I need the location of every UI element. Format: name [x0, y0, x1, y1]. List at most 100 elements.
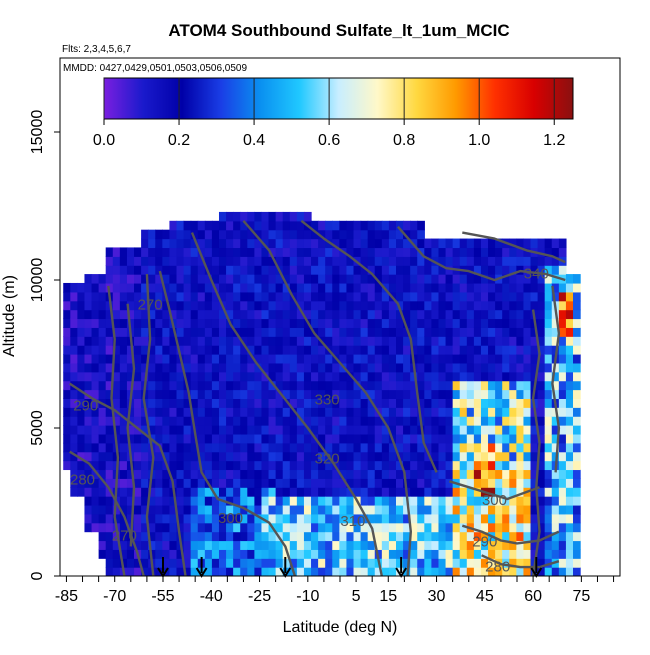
heatmap-cell	[473, 389, 482, 399]
heatmap-cell	[367, 558, 376, 568]
heatmap-cell	[126, 433, 135, 444]
heatmap-cell	[374, 487, 383, 497]
heatmap-cell	[226, 504, 234, 515]
heatmap-cell	[565, 540, 574, 550]
heatmap-cell	[381, 549, 390, 559]
heatmap-cell	[346, 540, 355, 550]
heatmap-cell	[332, 496, 340, 506]
heatmap-cell	[367, 451, 376, 462]
heatmap-cell	[70, 309, 78, 320]
heatmap-cell	[162, 558, 171, 568]
heatmap-cell	[254, 362, 263, 373]
heatmap-cell	[197, 540, 206, 550]
heatmap-cell	[268, 558, 277, 568]
heatmap-cell	[134, 354, 142, 364]
heatmap-cell	[367, 318, 376, 328]
heatmap-cell	[190, 496, 199, 506]
heatmap-cell	[282, 540, 291, 550]
heatmap-cell	[105, 442, 114, 453]
heatmap-cell	[346, 558, 355, 568]
heatmap-cell	[183, 558, 192, 568]
heatmap-cell	[311, 513, 319, 524]
heatmap-cell	[551, 371, 560, 382]
heatmap-cell	[367, 496, 376, 506]
heatmap-cell	[480, 274, 489, 284]
heatmap-cell	[530, 549, 539, 559]
x-axis: -85 -70 -55 -40 -25 -10 5 15 30 45 60 75	[55, 576, 615, 605]
heatmap-cell	[332, 425, 340, 435]
heatmap-cell	[254, 425, 263, 435]
heatmap-cell	[360, 309, 369, 320]
heatmap-cell	[197, 425, 206, 435]
heatmap-cell	[495, 362, 503, 373]
heatmap-cell	[473, 256, 482, 266]
heatmap-cell	[176, 469, 185, 479]
heatmap-cell	[396, 247, 404, 257]
heatmap-cell	[148, 425, 156, 435]
heatmap-cell	[190, 567, 199, 576]
heatmap-cell	[98, 496, 107, 506]
heatmap-cell	[63, 336, 71, 346]
heatmap-cell	[438, 300, 447, 311]
heatmap-cell	[516, 460, 525, 471]
heatmap-cell	[325, 274, 333, 284]
heatmap-cell	[480, 513, 489, 524]
heatmap-cell	[275, 433, 284, 444]
heatmap-cell	[410, 416, 418, 426]
heatmap-cell	[119, 389, 128, 399]
heatmap-cell	[360, 416, 369, 426]
heatmap-cell	[558, 496, 567, 506]
heatmap-cell	[332, 282, 340, 293]
heatmap-cell	[261, 309, 270, 320]
heatmap-cell	[119, 336, 128, 346]
heatmap-cell	[190, 389, 199, 399]
heatmap-cell	[91, 460, 100, 471]
heatmap-cell	[360, 469, 369, 479]
heatmap-cell	[480, 478, 489, 488]
heatmap-cell	[211, 487, 220, 497]
heatmap-cell	[339, 282, 348, 293]
heatmap-cell	[148, 389, 156, 399]
heatmap-cell	[98, 549, 107, 559]
heatmap-cell	[551, 327, 560, 337]
heatmap-cell	[226, 433, 234, 444]
heatmap-cell	[353, 425, 362, 435]
heatmap-cell	[565, 407, 574, 417]
heatmap-cell	[119, 425, 128, 435]
heatmap-cell	[565, 496, 574, 506]
heatmap-cell	[91, 496, 100, 506]
heatmap-cell	[105, 451, 114, 462]
heatmap-cell	[126, 362, 135, 373]
heatmap-cell	[431, 504, 440, 515]
heatmap-cell	[346, 247, 355, 257]
heatmap-cell	[268, 291, 277, 302]
heatmap-cell	[211, 265, 220, 275]
heatmap-cell	[233, 282, 241, 293]
heatmap-cell	[523, 522, 532, 533]
heatmap-cell	[558, 362, 567, 373]
heatmap-cell	[537, 442, 546, 453]
heatmap-cell	[112, 300, 121, 311]
heatmap-cell	[155, 291, 163, 302]
heatmap-cell	[169, 398, 178, 408]
heatmap-cell	[218, 469, 227, 479]
heatmap-cell	[516, 504, 525, 515]
heatmap-cell	[240, 433, 248, 444]
heatmap-cell	[544, 371, 553, 382]
heatmap-cell	[190, 362, 199, 373]
heatmap-cell	[502, 416, 510, 426]
heatmap-cell	[388, 282, 397, 293]
heatmap-cell	[396, 469, 404, 479]
heatmap-cell	[502, 380, 510, 391]
heatmap-cell	[311, 345, 319, 355]
contour-line	[396, 225, 566, 282]
heatmap-cell	[431, 274, 440, 284]
heatmap-cell	[183, 567, 192, 576]
heatmap-cell	[119, 345, 128, 355]
heatmap-cell	[289, 558, 298, 568]
heatmap-cell	[183, 274, 192, 284]
heatmap-cell	[282, 265, 291, 275]
heatmap-cell	[431, 451, 440, 462]
heatmap-cell	[268, 442, 277, 453]
